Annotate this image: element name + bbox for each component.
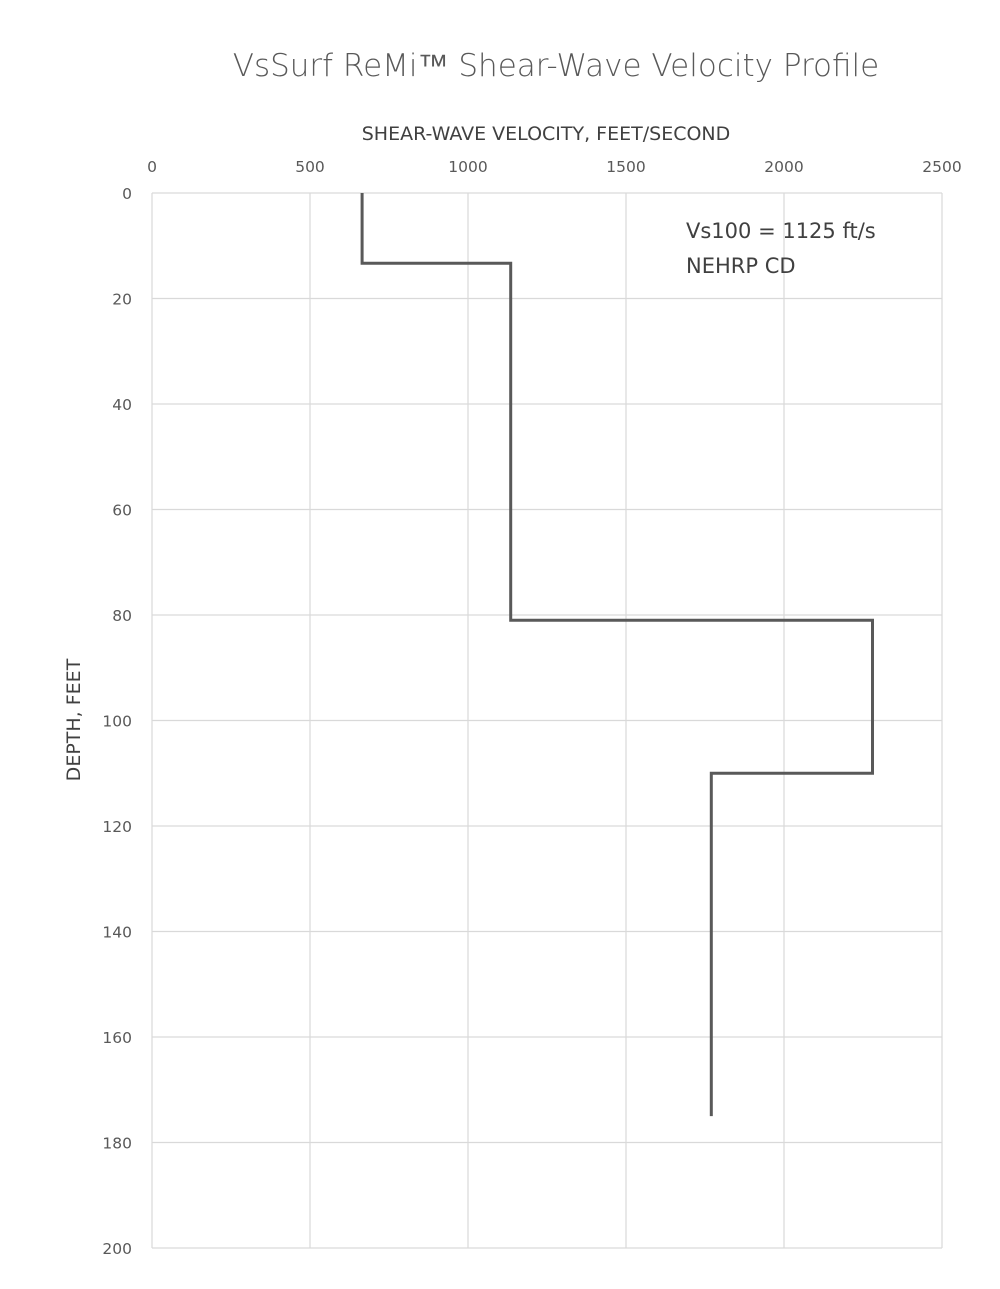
y-tick-label: 160: [102, 1029, 132, 1047]
chart-title: VsSurf ReMi™ Shear-Wave Velocity Profile: [233, 48, 880, 84]
annotation-vs100: Vs100 = 1125 ft/s: [686, 219, 876, 243]
y-tick-labels: 0 20 40 60 80 100 120 140 160 180 200: [102, 185, 132, 1258]
y-tick-label: 80: [112, 607, 132, 625]
y-tick-label: 0: [122, 185, 132, 203]
y-tick-label: 40: [112, 396, 132, 414]
gridlines: [151, 192, 943, 1249]
y-tick-label: 60: [112, 502, 132, 520]
x-tick-label: 2000: [764, 158, 803, 176]
x-axis-title: SHEAR-WAVE VELOCITY, FEET/SECOND: [362, 123, 731, 145]
y-tick-label: 20: [112, 291, 132, 309]
y-axis-title: DEPTH, FEET: [63, 658, 85, 781]
y-tick-label: 180: [102, 1135, 132, 1153]
y-tick-label: 120: [102, 818, 132, 836]
series-layer: [360, 193, 874, 1117]
annotation-nehrp-class: NEHRP CD: [686, 254, 796, 278]
x-tick-label: 2500: [922, 158, 961, 176]
x-tick-label: 0: [147, 158, 157, 176]
x-tick-labels: 0 500 1000 1500 2000 2500: [147, 158, 962, 176]
x-tick-label: 1500: [606, 158, 645, 176]
x-tick-label: 500: [295, 158, 325, 176]
series-line-velocity-profile: [360, 193, 874, 1117]
y-tick-label: 100: [102, 713, 132, 731]
x-tick-label: 1000: [448, 158, 487, 176]
y-tick-label: 200: [102, 1240, 132, 1258]
y-tick-label: 140: [102, 924, 132, 942]
